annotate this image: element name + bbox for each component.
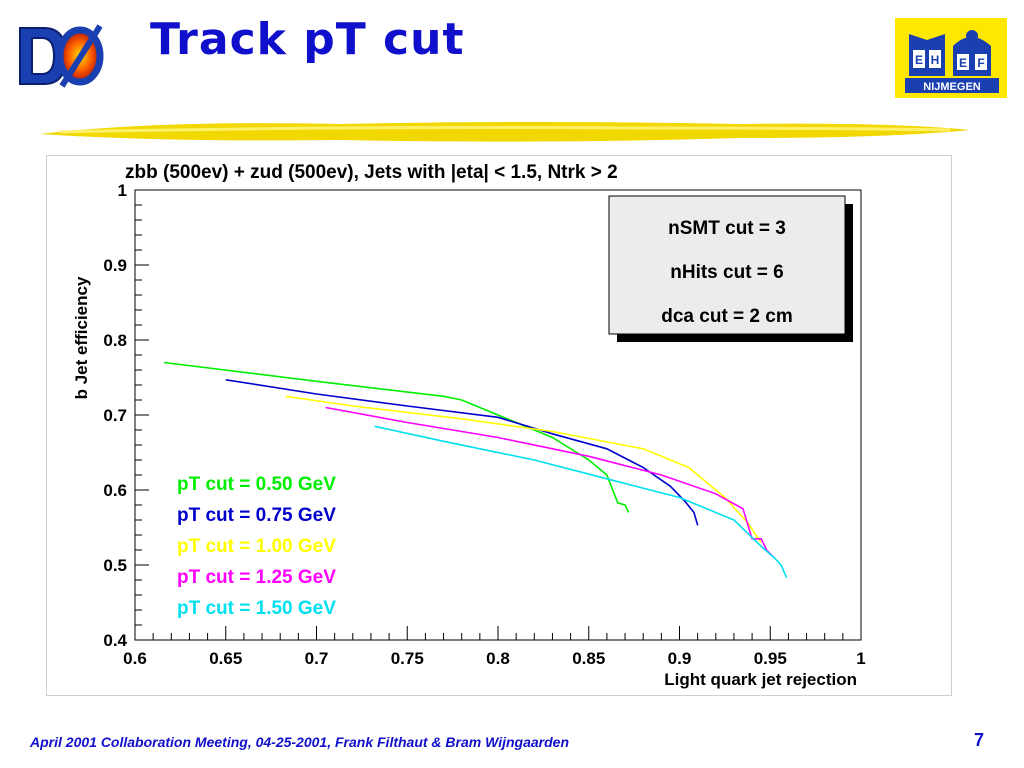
y-tick-label: 0.7 xyxy=(103,406,127,425)
x-tick-label: 0.8 xyxy=(486,649,510,668)
legend: pT cut = 0.50 GeV pT cut = 0.75 GeV pT cut… xyxy=(177,474,336,619)
y-axis-label: b Jet efficiency xyxy=(72,276,91,399)
slide-title: Track pT cut xyxy=(150,14,465,65)
series-lines xyxy=(163,361,788,579)
legend-entry: pT cut = 1.25 GeV xyxy=(177,567,336,588)
stats-box: nSMT cut = 3 nHits cut = 6 dca cut = 2 c… xyxy=(608,195,853,342)
title-banner xyxy=(40,116,970,146)
y-tick-label: 0.9 xyxy=(103,256,127,275)
logo-letter: H xyxy=(931,53,940,67)
x-tick-label: 0.75 xyxy=(391,649,424,668)
x-tick-label: 0.6 xyxy=(123,649,147,668)
x-tick-label: 1 xyxy=(856,649,865,668)
axes: 0.6 0.65 0.7 0.75 0.8 0.85 0.9 0.95 1 0.4 0.5 0.6 0.… xyxy=(103,181,865,668)
brush-stroke xyxy=(40,122,970,142)
x-tick-label: 0.95 xyxy=(754,649,787,668)
logo-letter: F xyxy=(977,56,984,70)
page-number: 7 xyxy=(974,730,985,750)
chart-title: zbb (500ev) + zud (500ev), Jets with |et… xyxy=(125,162,618,183)
legend-entry: pT cut = 1.00 GeV xyxy=(177,536,336,557)
y-tick-label: 0.4 xyxy=(103,631,127,650)
series-line xyxy=(285,395,762,543)
series-line xyxy=(374,425,788,579)
x-tick-label: 0.7 xyxy=(305,649,329,668)
legend-entry: pT cut = 0.50 GeV xyxy=(177,474,336,495)
nijmegen-logo-text: NIJMEGEN xyxy=(923,81,981,93)
x-tick-label: 0.65 xyxy=(209,649,242,668)
x-tick-label: 0.9 xyxy=(668,649,692,668)
y-tick-label: 0.5 xyxy=(103,556,127,575)
footer-text: April 2001 Collaboration Meeting, 04-25-… xyxy=(30,734,569,750)
legend-entry: pT cut = 0.75 GeV xyxy=(177,505,336,526)
series-line xyxy=(225,379,699,526)
logo-letter: E xyxy=(959,56,967,70)
plot-frame: zbb (500ev) + zud (500ev), Jets with |et… xyxy=(46,155,952,696)
stats-line: nHits cut = 6 xyxy=(670,262,784,283)
y-tick-label: 0.6 xyxy=(103,481,127,500)
series-line xyxy=(325,406,775,559)
stats-line: nSMT cut = 3 xyxy=(668,218,786,239)
series-line xyxy=(163,361,630,513)
x-axis-label: Light quark jet rejection xyxy=(664,670,857,689)
nijmegen-logo: NIJMEGEN E H E F xyxy=(895,18,1007,98)
legend-entry: pT cut = 1.50 GeV xyxy=(177,598,336,619)
stats-line: dca cut = 2 cm xyxy=(661,306,792,327)
y-tick-label: 0.8 xyxy=(103,331,127,350)
logo-letter: E xyxy=(915,53,923,67)
chart: zbb (500ev) + zud (500ev), Jets with |et… xyxy=(72,162,866,689)
nijmegen-logo-graphic: NIJMEGEN E H E F xyxy=(895,18,1007,98)
y-tick-label: 1 xyxy=(118,181,127,200)
d0-logo xyxy=(14,18,106,94)
x-tick-label: 0.85 xyxy=(572,649,605,668)
d0-logo-graphic xyxy=(19,24,104,88)
